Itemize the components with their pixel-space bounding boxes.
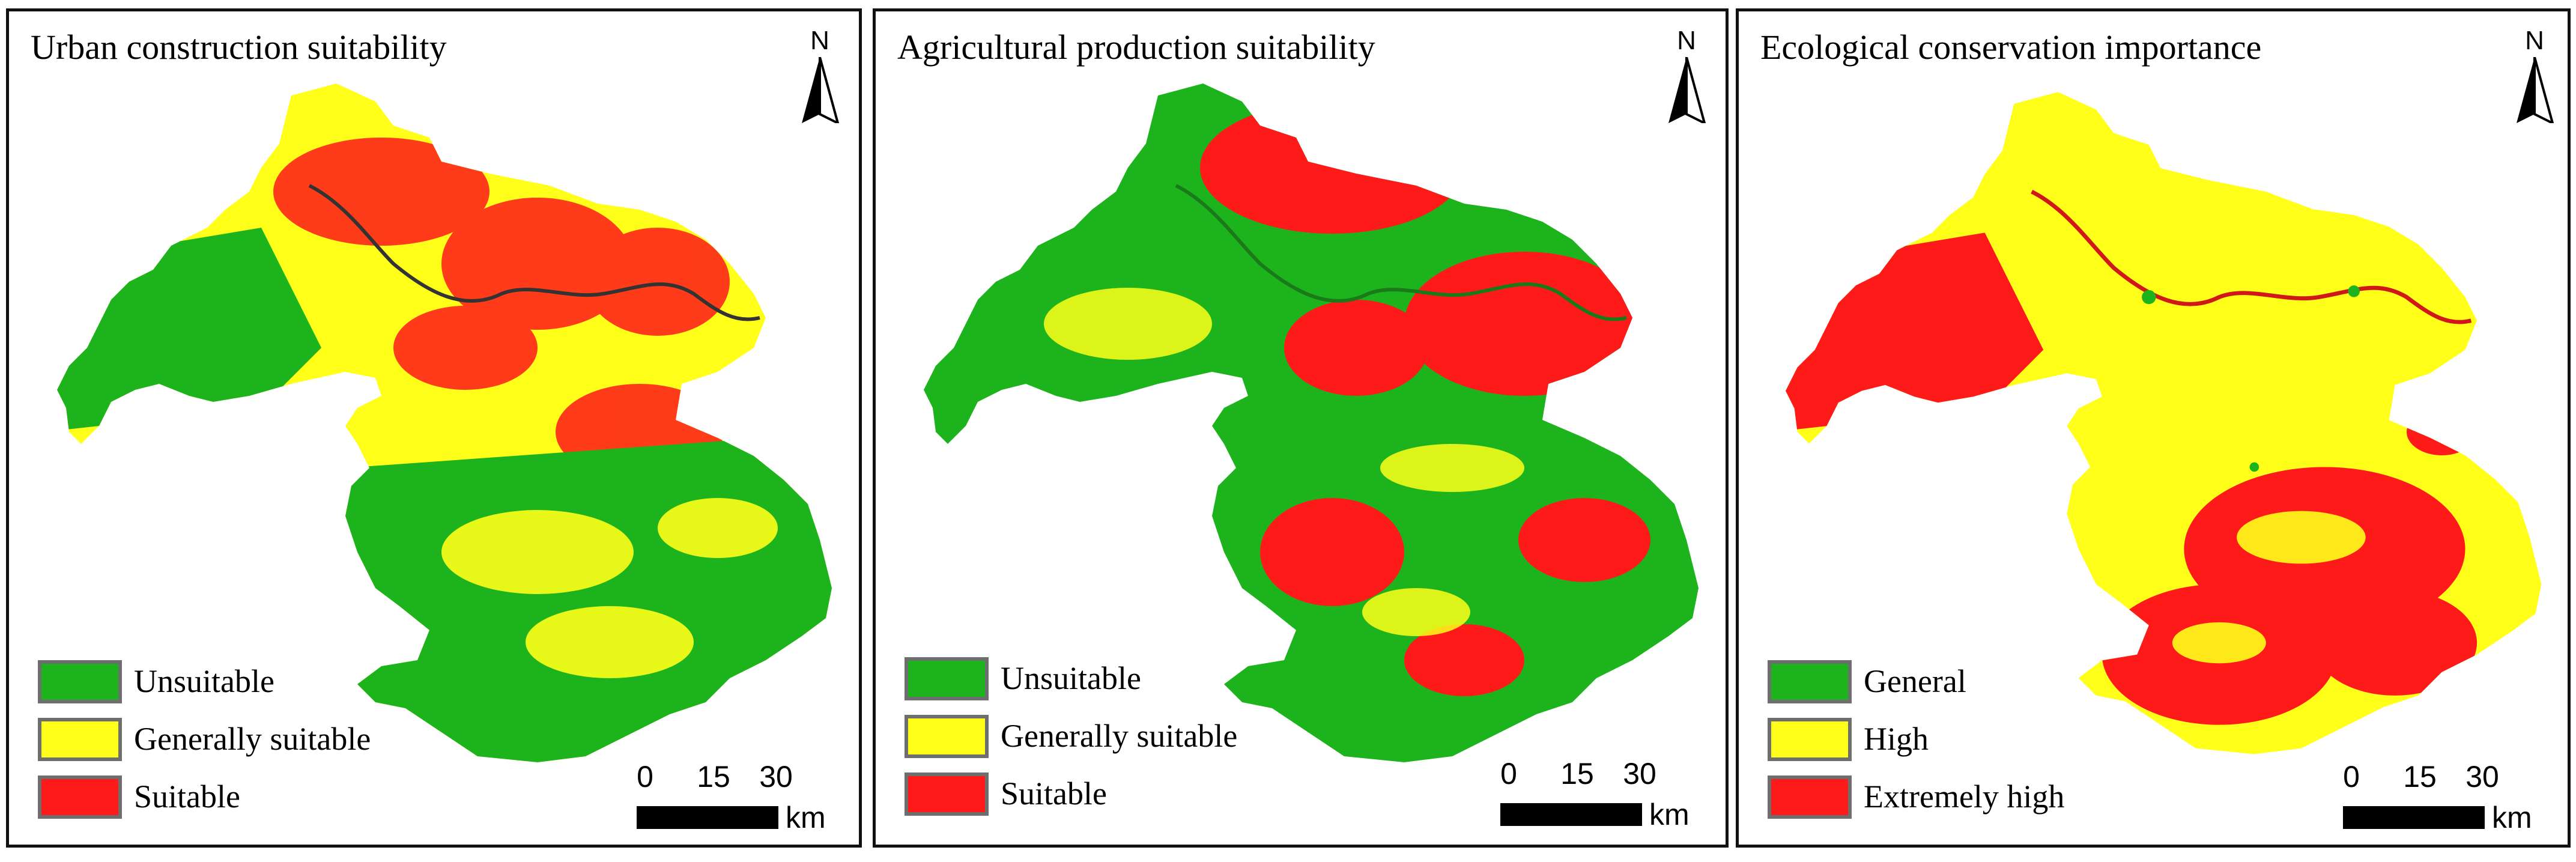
north-arrow-icon [802, 57, 840, 123]
legend-swatch [905, 772, 989, 816]
legend-label: Unsuitable [134, 663, 274, 699]
legend-item-unsuitable: Unsuitable [905, 657, 1325, 705]
legend-item-unsuitable: Unsuitable [38, 660, 458, 708]
legend-item-general: General [1768, 660, 2188, 708]
legend-item-generally-suitable: Generally suitable [905, 715, 1325, 763]
scale-tick: 30 [759, 760, 793, 794]
legend-swatch [1768, 775, 1852, 819]
scale-unit: km [2492, 801, 2532, 834]
north-label: N [810, 26, 829, 55]
scale-tick: 30 [2465, 760, 2499, 794]
north-label: N [2525, 26, 2544, 55]
scale-unit: km [786, 801, 826, 834]
legend-item-extremely-high: Extremely high [1768, 775, 2188, 824]
map-region [1786, 92, 2542, 754]
legend-label: Suitable [134, 779, 240, 815]
scale-tick: 15 [697, 760, 730, 794]
scale-tick: 0 [2343, 760, 2360, 794]
legend-swatch [1768, 718, 1852, 761]
scale-bar-graphic [1500, 803, 1642, 826]
scale-tick: 0 [1500, 757, 1517, 791]
legend-label: Suitable [1001, 775, 1107, 812]
scale-tick: 15 [1560, 757, 1594, 791]
scale-unit: km [1649, 798, 1690, 831]
map-panel-agricultural: Agricultural production suitability N Un… [873, 8, 1729, 848]
legend-item-suitable: Suitable [905, 772, 1325, 821]
legend-swatch [38, 775, 122, 819]
legend-swatch [905, 657, 989, 700]
legend-swatch [38, 660, 122, 703]
scale-bar: 0 15 30 km [637, 759, 859, 845]
scale-tick: 30 [1623, 757, 1656, 791]
panel-title: Agricultural production suitability [897, 28, 1375, 67]
map-panel-ecological: Ecological conservation importance N Gen… [1736, 8, 2571, 848]
scale-tick: 15 [2403, 760, 2437, 794]
scale-tick: 0 [637, 760, 653, 794]
map-region [924, 83, 1699, 762]
north-label: N [1677, 26, 1696, 55]
legend-item-high: High [1768, 718, 2188, 766]
legend-item-generally-suitable: Generally suitable [38, 718, 458, 766]
legend-swatch [905, 715, 989, 758]
map-region [57, 83, 832, 762]
north-arrow: N [2508, 26, 2562, 128]
north-arrow-icon [2517, 57, 2554, 123]
north-arrow-icon [1668, 57, 1706, 123]
legend-swatch [38, 718, 122, 761]
legend-label: Generally suitable [1001, 718, 1238, 754]
scale-bar: 0 15 30 km [1500, 756, 1726, 845]
legend-label: Extremely high [1864, 779, 2065, 815]
north-arrow: N [793, 26, 847, 128]
map-panel-urban: Urban construction suitability N Unsuita… [6, 8, 862, 848]
north-arrow: N [1659, 26, 1714, 128]
legend-swatch [1768, 660, 1852, 703]
legend-item-suitable: Suitable [38, 775, 458, 824]
scale-bar: 0 15 30 km [2343, 759, 2568, 845]
legend-label: Unsuitable [1001, 660, 1141, 696]
legend-label: High [1864, 721, 1929, 757]
legend-label: Generally suitable [134, 721, 371, 757]
panel-title: Ecological conservation importance [1760, 28, 2262, 67]
legend-label: General [1864, 663, 1966, 699]
scale-bar-graphic [637, 806, 778, 829]
panel-title: Urban construction suitability [31, 28, 447, 67]
scale-bar-graphic [2343, 806, 2485, 829]
